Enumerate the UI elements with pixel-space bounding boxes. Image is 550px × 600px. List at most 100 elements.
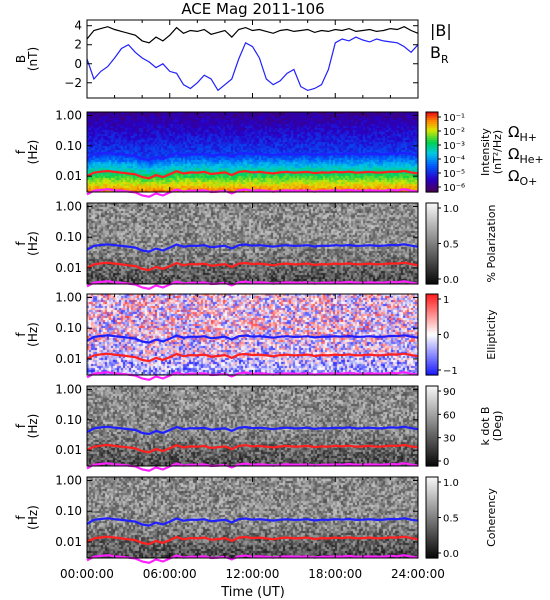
spectrogram-image (87, 477, 418, 558)
colorbar-swatch (426, 251, 438, 255)
colorbar-swatch (426, 326, 438, 330)
colorbar-swatch (426, 547, 438, 551)
gyrofrequency-line (86, 243, 419, 253)
colorbar-swatch (426, 344, 438, 348)
colorbar-swatch (426, 186, 438, 189)
colorbar-swatch (426, 148, 438, 151)
colorbar-swatch (426, 529, 438, 533)
colorbar-swatch (426, 114, 438, 117)
colorbar-swatch (426, 245, 438, 249)
legend-entry: ΩO+ (508, 167, 537, 188)
y-tick-label: 0.01 (55, 261, 82, 275)
colorbar-tick-label: 0.0 (443, 549, 459, 560)
colorbar-swatch (426, 366, 438, 370)
y-axis-label: (Hz) (26, 322, 40, 347)
colorbar-swatch (426, 312, 438, 315)
colorbar-swatch (426, 261, 438, 265)
colorbar-swatch (426, 144, 438, 147)
panel-frame (86, 19, 419, 99)
colorbar-swatch (426, 221, 438, 224)
legend-entry: ΩHe+ (508, 145, 544, 166)
colorbar-swatch (426, 267, 438, 271)
colorbar-swatch (426, 553, 438, 557)
legend-entry: BR (430, 43, 449, 66)
colorbar-tick-label: 0.0 (443, 275, 459, 286)
legend-entry: |B| (430, 21, 452, 40)
colorbar-swatch (426, 231, 438, 234)
colorbar-swatch (426, 174, 438, 177)
colorbar-swatch (426, 533, 438, 537)
y-tick-label: 0 (74, 57, 82, 71)
colorbar-swatch (426, 456, 438, 459)
colorbar-swatch (426, 497, 438, 500)
series-line (86, 36, 419, 92)
gyrofrequency-line (86, 261, 419, 272)
colorbar-tick-label: 1 (443, 295, 449, 306)
colorbar-swatch (426, 273, 438, 277)
colorbar-swatch (426, 203, 438, 206)
colorbar-swatch (426, 358, 438, 362)
gyrofrequency-line (86, 535, 419, 546)
y-tick-label: 1.00 (55, 474, 82, 488)
colorbar-swatch (426, 330, 438, 334)
colorbar-swatch (426, 239, 438, 243)
colorbar-swatch (426, 243, 438, 247)
colorbar-swatch (426, 340, 438, 344)
colorbar-swatch (426, 308, 438, 311)
y-tick-label: 0.10 (55, 413, 82, 427)
gyrofrequency-line (86, 517, 419, 527)
colorbar-swatch (426, 298, 438, 301)
colorbar-swatch (426, 164, 438, 167)
colorbar-swatch (426, 160, 438, 163)
colorbar-swatch (426, 249, 438, 253)
colorbar-swatch (426, 223, 438, 226)
colorbar-swatch (426, 398, 438, 401)
colorbar-swatch (426, 350, 438, 354)
colorbar-tick-label: 10⁻⁵ (443, 169, 465, 180)
colorbar-swatch (426, 420, 438, 423)
colorbar-swatch (426, 541, 438, 545)
colorbar-swatch (426, 400, 438, 403)
colorbar-swatch (426, 446, 438, 449)
colorbar-swatch (426, 503, 438, 506)
colorbar-tick-label: 10⁻¹ (443, 113, 465, 124)
colorbar-swatch (426, 237, 438, 241)
colorbar-swatch (426, 116, 438, 119)
colorbar-swatch (426, 462, 438, 465)
colorbar-swatch (426, 279, 438, 283)
panel-group: B(nT)420−2|B|BRf(Hz)1.000.100.0110⁻¹10⁻²… (14, 19, 544, 581)
colorbar-tick-label: 0.5 (443, 240, 459, 251)
colorbar-swatch (426, 138, 438, 141)
colorbar-swatch (426, 152, 438, 155)
colorbar-swatch (426, 134, 438, 137)
colorbar-swatch (426, 527, 438, 531)
colorbar-tick-label: −1 (443, 366, 458, 377)
colorbar-swatch (426, 150, 438, 153)
spectrogram-image (87, 294, 418, 375)
colorbar-swatch (426, 477, 438, 480)
colorbar-swatch (426, 354, 438, 358)
colorbar-swatch (426, 142, 438, 145)
colorbar-swatch (426, 257, 438, 261)
colorbar-swatch (426, 166, 438, 169)
colorbar-swatch (426, 348, 438, 352)
colorbar-frame (425, 111, 439, 193)
colorbar-swatch (426, 501, 438, 504)
y-tick-label: 0.01 (55, 443, 82, 457)
colorbar-swatch (426, 458, 438, 461)
colorbar-swatch (426, 549, 438, 553)
colorbar-swatch (426, 126, 438, 129)
colorbar-swatch (426, 112, 438, 115)
y-tick-label: 0.10 (55, 504, 82, 518)
colorbar-swatch (426, 539, 438, 543)
colorbar-swatch (426, 259, 438, 263)
colorbar-tick-label: 0 (443, 457, 449, 468)
spectrogram-image (87, 386, 418, 466)
colorbar-swatch (426, 452, 438, 455)
colorbar-swatch (426, 404, 438, 407)
colorbar-swatch (426, 481, 438, 484)
chart-title: ACE Mag 2011-106 (181, 0, 324, 18)
y-tick-label: 0.10 (55, 230, 82, 244)
colorbar-swatch (426, 491, 438, 494)
colorbar-swatch (426, 507, 438, 510)
